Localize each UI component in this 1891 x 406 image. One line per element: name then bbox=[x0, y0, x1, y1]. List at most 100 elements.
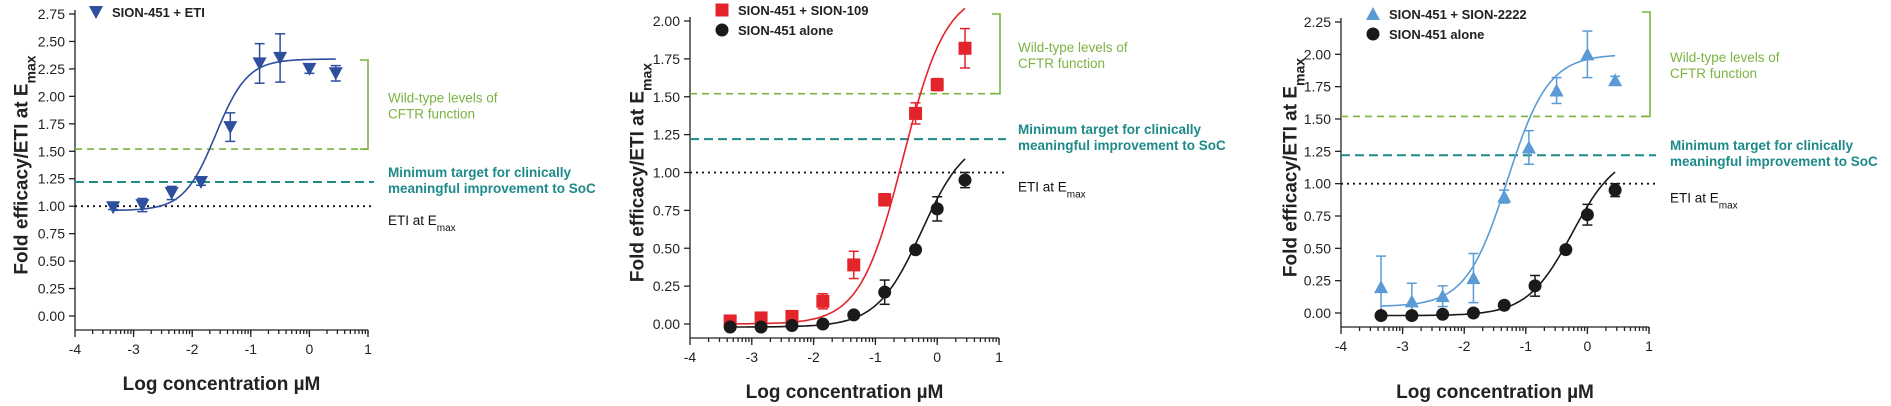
y-tick-label: 2.00 bbox=[1304, 46, 1331, 62]
y-tick-label: 0.00 bbox=[653, 316, 680, 332]
minimum-target-label: meaningful improvement to SoC bbox=[388, 181, 596, 196]
eti-label-subscript: max bbox=[1067, 189, 1086, 200]
y-tick-label: 0.25 bbox=[1304, 273, 1331, 289]
data-point bbox=[958, 41, 972, 55]
y-tick-label: 1.25 bbox=[38, 171, 65, 187]
data-point bbox=[1580, 208, 1594, 222]
x-tick-label: -4 bbox=[684, 349, 697, 365]
data-point bbox=[193, 176, 208, 190]
fit-curve bbox=[730, 158, 966, 328]
data-point bbox=[1404, 294, 1419, 308]
x-tick-label: -3 bbox=[1396, 338, 1409, 354]
x-tick-label: -1 bbox=[1520, 338, 1533, 354]
wild-type-label: Wild-type levels of bbox=[1670, 50, 1780, 65]
y-axis-title-main: Fold efficacy/ETI at E bbox=[1280, 86, 1301, 277]
chart-panel-sion-2222: 0.00 0.25 0.50 0.75 1.00 1.25 1.50 1.75 2.00 2.25… bbox=[1280, 7, 1878, 403]
x-tick-label: -3 bbox=[746, 349, 759, 365]
wild-type-bracket bbox=[1642, 11, 1651, 118]
data-point bbox=[1497, 189, 1512, 203]
data-point bbox=[1374, 280, 1389, 294]
data-point bbox=[723, 320, 737, 334]
data-point bbox=[1559, 243, 1573, 257]
x-tick-label: -3 bbox=[127, 341, 140, 357]
data-point bbox=[1528, 279, 1542, 293]
data-point bbox=[1608, 73, 1623, 87]
data-point bbox=[930, 202, 944, 216]
minimum-target-label: meaningful improvement to SoC bbox=[1670, 154, 1878, 169]
data-point bbox=[106, 201, 121, 215]
y-tick-label: 2.25 bbox=[1304, 14, 1331, 30]
y-tick-label: 0.25 bbox=[653, 278, 680, 294]
data-point bbox=[302, 62, 317, 76]
eti-label: ETI at Emax bbox=[1670, 191, 1738, 212]
data-point bbox=[1405, 309, 1419, 323]
data-point bbox=[164, 187, 179, 201]
y-tick-label: 1.50 bbox=[38, 143, 65, 159]
y-axis-title-subscript: max bbox=[22, 55, 38, 83]
x-tick-label: -2 bbox=[186, 341, 199, 357]
data-point bbox=[847, 258, 861, 272]
y-axis-title: Fold efficacy/ETI at Emax bbox=[11, 55, 38, 274]
y-tick-label: 1.50 bbox=[653, 89, 680, 105]
x-tick-label: -2 bbox=[807, 349, 820, 365]
data-point bbox=[754, 320, 768, 334]
y-tick-label: 0.00 bbox=[38, 308, 65, 324]
chart-panel-sion-109: 0.00 0.25 0.50 0.75 1.00 1.25 1.50 1.75 2.00 -4 -3… bbox=[627, 3, 1226, 403]
eti-label-main: ETI at E bbox=[388, 213, 437, 228]
y-tick-label: 1.75 bbox=[653, 51, 680, 67]
y-axis-title-main: Fold efficacy/ETI at E bbox=[11, 83, 32, 274]
data-point bbox=[958, 173, 972, 187]
data-point bbox=[1466, 271, 1481, 285]
series-sion-451-sion-109 bbox=[723, 7, 972, 328]
y-axis-title: Fold efficacy/ETI at Emax bbox=[1280, 58, 1307, 277]
x-tick-label: -2 bbox=[1458, 338, 1471, 354]
y-tick-label: 0.25 bbox=[38, 281, 65, 297]
wild-type-label: CFTR function bbox=[1018, 56, 1105, 71]
data-point bbox=[1435, 289, 1450, 303]
eti-label-main: ETI at E bbox=[1018, 180, 1067, 195]
data-point bbox=[328, 67, 343, 81]
wild-type-bracket bbox=[360, 59, 369, 150]
data-point bbox=[1521, 140, 1536, 154]
y-axis-title-subscript: max bbox=[1291, 58, 1307, 86]
y-tick-label: 2.00 bbox=[653, 13, 680, 29]
legend-marker bbox=[715, 23, 729, 37]
legend-label: SION-451 alone bbox=[1389, 27, 1484, 42]
data-point bbox=[909, 106, 923, 120]
x-axis-title: Log concentration µM bbox=[123, 374, 321, 395]
y-tick-label: 1.00 bbox=[653, 165, 680, 181]
minimum-target-label: Minimum target for clinically bbox=[1670, 138, 1854, 153]
y-tick-label: 1.75 bbox=[38, 116, 65, 132]
x-tick-label: 1 bbox=[364, 341, 372, 357]
x-tick-label: 1 bbox=[1645, 338, 1653, 354]
fit-curve bbox=[730, 7, 966, 325]
wild-type-label: Wild-type levels of bbox=[1018, 40, 1128, 55]
y-axis-title: Fold efficacy/ETI at Emax bbox=[627, 63, 654, 282]
y-tick-label: 1.50 bbox=[1304, 111, 1331, 127]
series-sion-451-alone bbox=[1374, 171, 1622, 323]
y-tick-label: 2.75 bbox=[38, 6, 65, 22]
y-tick-label: 0.75 bbox=[1304, 208, 1331, 224]
data-point bbox=[816, 294, 830, 308]
y-tick-label: 1.75 bbox=[1304, 79, 1331, 95]
y-tick-label: 0.50 bbox=[38, 253, 65, 269]
y-tick-label: 0.50 bbox=[1304, 240, 1331, 256]
data-point bbox=[878, 193, 892, 207]
y-tick-label: 2.25 bbox=[38, 61, 65, 77]
legend-label: SION-451 + SION-2222 bbox=[1389, 7, 1527, 22]
legend-label: SION-451 alone bbox=[738, 23, 833, 38]
data-point bbox=[785, 319, 799, 333]
y-tick-label: 0.50 bbox=[653, 240, 680, 256]
data-point bbox=[223, 121, 238, 135]
data-point bbox=[909, 243, 923, 257]
legend-marker bbox=[1366, 7, 1380, 20]
y-axis-title-subscript: max bbox=[638, 63, 654, 91]
legend-marker bbox=[1366, 27, 1380, 41]
minimum-target-label: meaningful improvement to SoC bbox=[1018, 138, 1226, 153]
y-tick-label: 1.00 bbox=[38, 198, 65, 214]
fit-curve bbox=[1380, 54, 1616, 307]
data-point bbox=[754, 311, 768, 325]
data-point bbox=[135, 199, 150, 213]
x-tick-label: -1 bbox=[245, 341, 258, 357]
